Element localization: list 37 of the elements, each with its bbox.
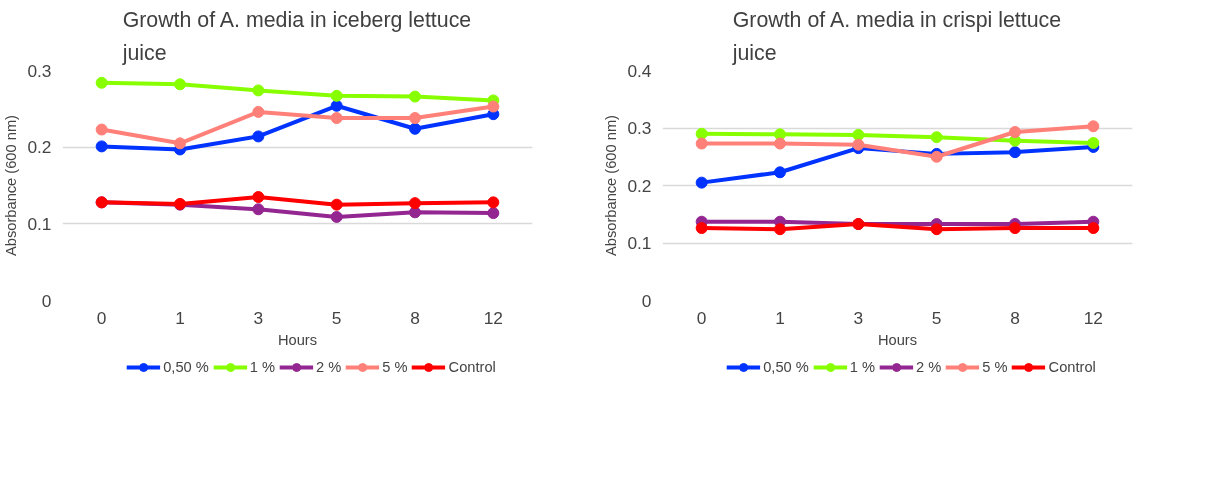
y-tick-label: 0.3 xyxy=(27,60,52,81)
legend-label: 1 % xyxy=(249,359,276,375)
x-tick-label: 5 xyxy=(331,307,342,328)
x-tick-label: 0 xyxy=(96,307,107,328)
legend-label: Control xyxy=(1048,359,1096,375)
x-tick-label: 0 xyxy=(696,307,707,328)
x-tick-label: 8 xyxy=(1010,307,1020,328)
x-tick-label: 1 xyxy=(775,307,785,328)
x-tick-label: 8 xyxy=(410,307,420,328)
x-tick-label: 3 xyxy=(253,307,264,328)
y-tick-label: 0.2 xyxy=(27,137,52,158)
y-tick-label: 0.1 xyxy=(27,213,52,234)
x-tick-label: 5 xyxy=(931,307,942,328)
x-tick-label: 12 xyxy=(483,307,503,328)
legend-label: 2 % xyxy=(316,359,342,375)
legend-label: 5 % xyxy=(982,359,1008,375)
x-tick-label: 12 xyxy=(1083,307,1103,328)
legend-label: 2 % xyxy=(916,359,942,375)
y-tick-label: 0.2 xyxy=(627,175,652,196)
x-axis-title: Hours xyxy=(877,331,918,348)
chart-title: Growth of A. media in crispi lettuce juice xyxy=(731,7,1062,66)
legend-label: 0,50 % xyxy=(163,359,209,375)
y-axis-title: Absorbance (600 nm) xyxy=(3,115,20,256)
y-tick-label: 0 xyxy=(41,290,52,311)
legend-label: Control xyxy=(448,359,496,375)
x-tick-label: 3 xyxy=(853,307,864,328)
chart-title: Growth of A. media in iceberg lettuce juice xyxy=(121,7,472,66)
y-tick-label: 0.1 xyxy=(627,233,652,253)
legend-label: 5 % xyxy=(382,359,408,375)
y-tick-label: 0 xyxy=(641,290,652,311)
y-axis-title: Absorbance (600 nm) xyxy=(603,115,620,256)
y-tick-label: 0.4 xyxy=(627,60,652,81)
x-axis-title: Hours xyxy=(277,331,318,348)
legend-label: 1 % xyxy=(849,359,876,375)
y-tick-label: 0.3 xyxy=(627,118,652,138)
legend-label: 0,50 % xyxy=(763,359,809,375)
x-tick-label: 1 xyxy=(175,307,185,328)
